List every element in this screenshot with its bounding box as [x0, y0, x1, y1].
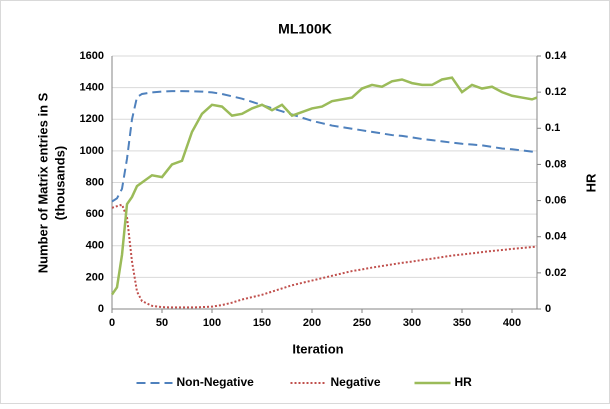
x-tick-label: 350: [453, 317, 471, 329]
y-tick-label: 600: [86, 208, 104, 220]
y2-tick-label: 0.08: [545, 158, 566, 170]
y-tick-label: 1200: [80, 113, 104, 125]
legend-label: Negative: [331, 375, 381, 389]
y-tick-label: 1400: [80, 82, 104, 94]
x-tick-label: 300: [403, 317, 421, 329]
y2-tick-label: 0: [545, 303, 551, 315]
x-tick-label: 250: [353, 317, 371, 329]
x-axis-label: Iteration: [292, 341, 343, 356]
data-line: [111, 90, 538, 203]
y2-tick-label: 0.06: [545, 194, 566, 206]
y-tick-label: 800: [86, 176, 104, 188]
x-tick-label: 100: [203, 317, 221, 329]
x-tick-label: 0: [109, 317, 115, 329]
legend-label: HR: [455, 375, 473, 389]
data-line: [110, 76, 538, 296]
chart-title: ML100K: [278, 21, 332, 37]
y2-tick-label: 0.04: [545, 231, 567, 243]
y2-tick-label: 0.12: [545, 86, 566, 98]
x-tick-label: 50: [156, 317, 168, 329]
y2-tick-label: 0.14: [545, 50, 567, 62]
y-axis-label: (thousands): [52, 146, 67, 220]
x-tick-label: 400: [503, 317, 521, 329]
y2-tick-label: 0.1: [545, 122, 560, 134]
y2-axis-label: HR: [583, 173, 598, 192]
x-tick-label: 150: [253, 317, 271, 329]
y2-tick-label: 0.02: [545, 267, 566, 279]
y-tick-label: 200: [86, 271, 104, 283]
y-axis-label: Number of Matrix entries in S: [35, 92, 50, 273]
y-tick-label: 0: [98, 303, 104, 315]
y-tick-label: 1600: [80, 50, 104, 62]
x-tick-label: 200: [303, 317, 321, 329]
legend-label: Non-Negative: [177, 375, 255, 389]
data-line: [111, 203, 538, 309]
y-tick-label: 400: [86, 240, 104, 252]
y-tick-label: 1000: [80, 145, 104, 157]
